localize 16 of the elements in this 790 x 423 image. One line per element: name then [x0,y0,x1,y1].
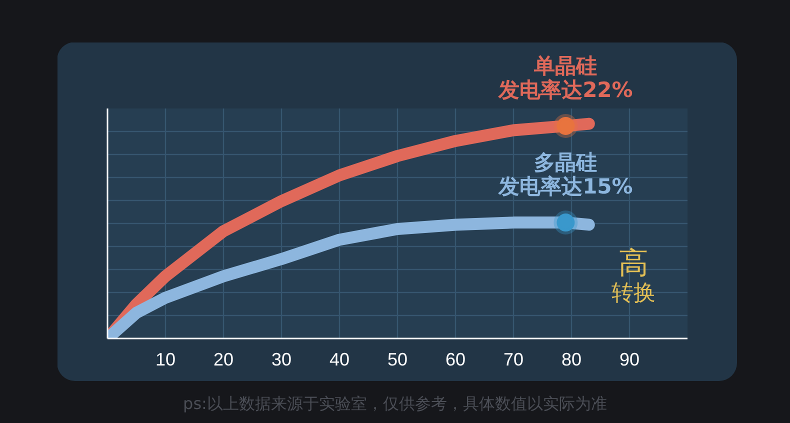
annotation: 发电率达22% [498,78,633,102]
x-tick-label: 10 [155,350,176,370]
annotation: 高 [618,246,648,281]
annotation: 发电率达15% [498,174,633,199]
x-tick-label: 60 [445,350,466,370]
x-tick-label: 30 [271,350,292,370]
annotation: 转换 [612,281,656,306]
x-tick-label: 90 [619,350,640,370]
text: 单晶硅 [533,54,598,78]
x-tick-label: 80 [561,350,582,370]
x-tick-label: 50 [387,350,408,370]
text: ps:以上数据来源于实验室，仅供参考，具体数值以实际为准 [183,393,607,415]
x-tick-label: 70 [503,350,524,370]
text: 多晶硅 [534,150,598,175]
x-tick-label: 20 [213,350,234,370]
x-tick-label: 40 [329,350,350,370]
